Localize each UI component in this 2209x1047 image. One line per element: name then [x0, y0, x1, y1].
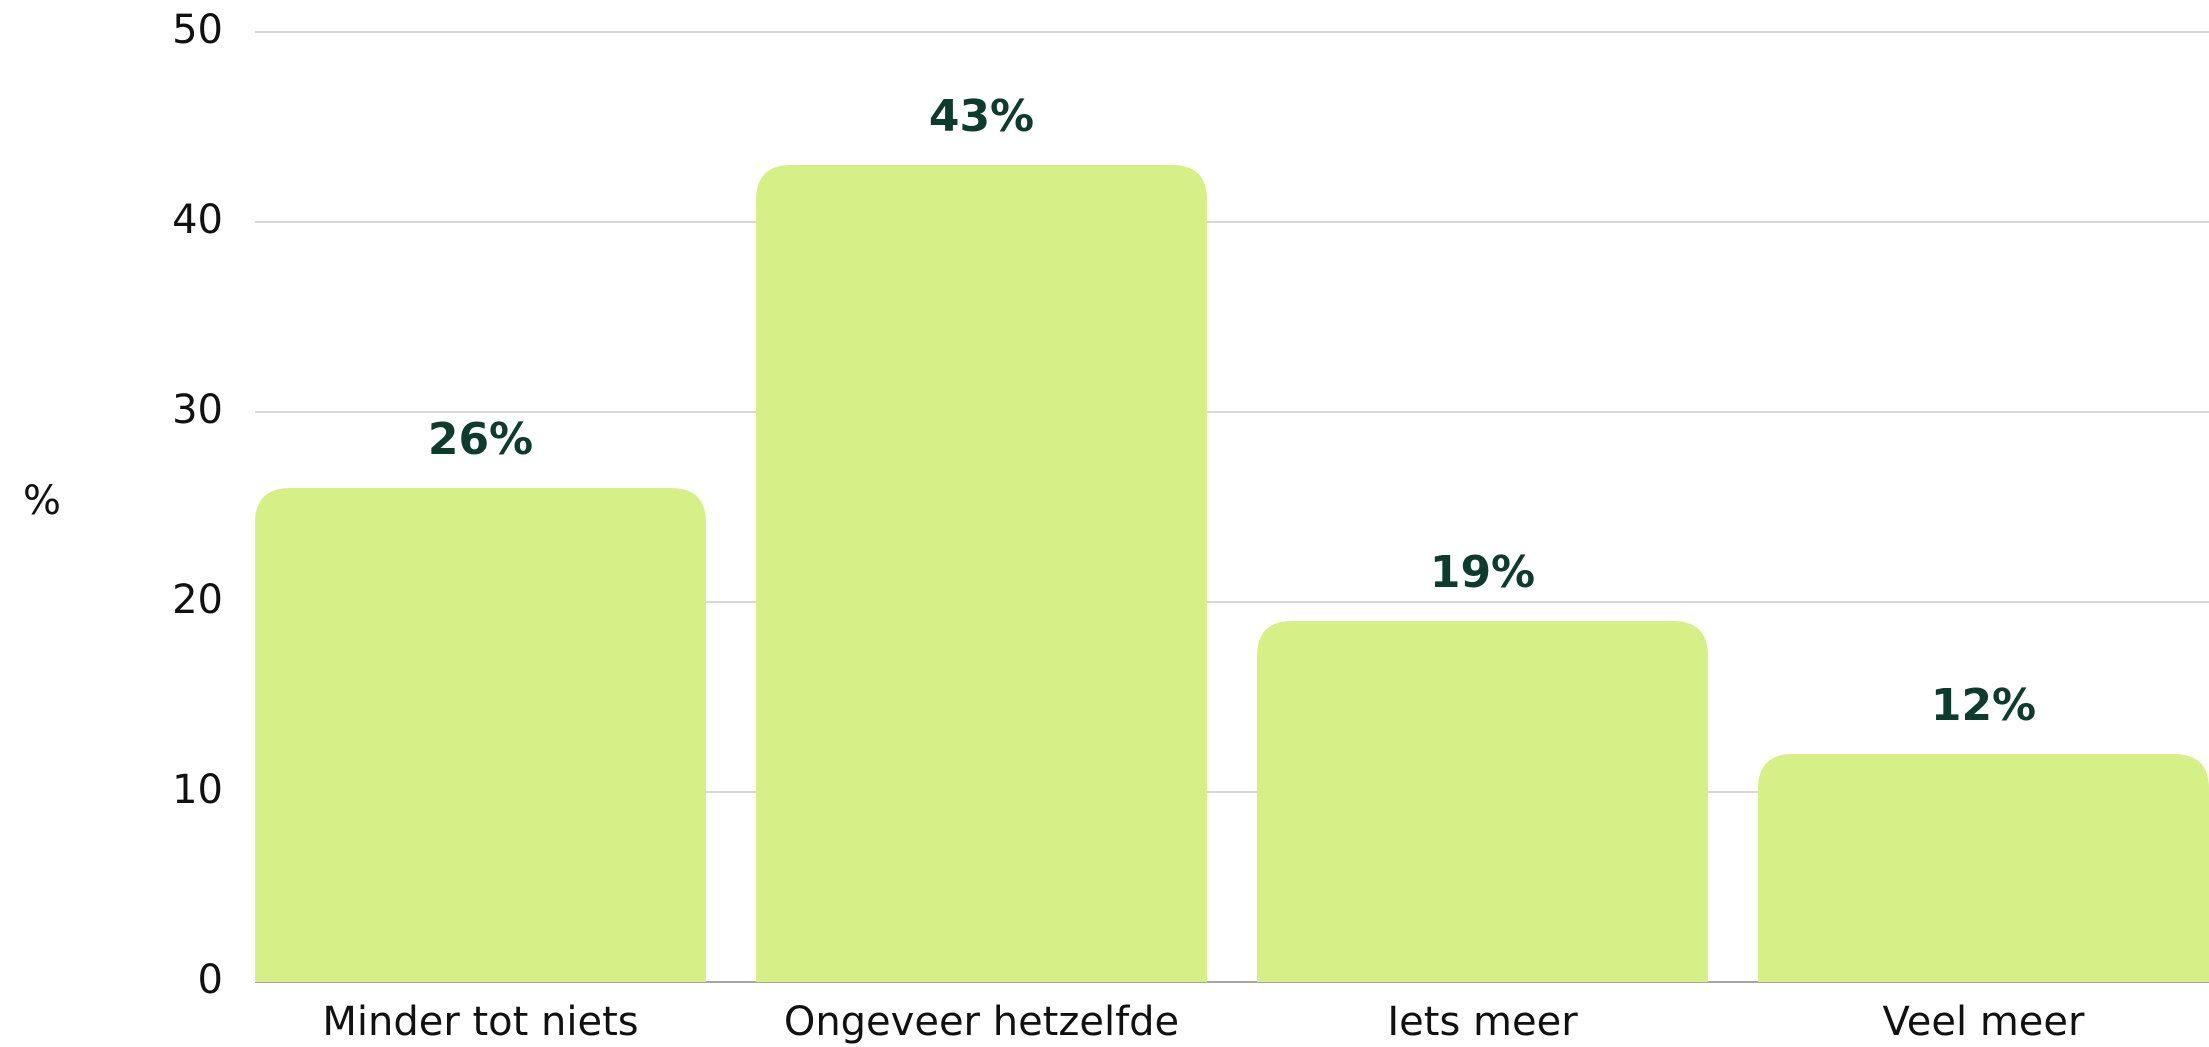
- y-tick-label: 50: [172, 7, 223, 53]
- y-tick-label: 30: [172, 387, 223, 433]
- x-tick-label: Veel meer: [1883, 999, 2085, 1045]
- y-tick-label: 10: [172, 767, 223, 813]
- y-tick-label: 20: [172, 577, 223, 623]
- y-tick-label: 40: [172, 197, 223, 243]
- y-tick-label: 0: [198, 957, 223, 1003]
- y-axis-label: %: [23, 478, 61, 524]
- x-tick-label: Iets meer: [1387, 999, 1578, 1045]
- value-label: 26%: [428, 414, 533, 465]
- x-tick-label: Minder tot niets: [322, 999, 638, 1045]
- value-label: 19%: [1430, 547, 1535, 598]
- x-tick-label: Ongeveer hetzelfde: [784, 999, 1179, 1045]
- bar: [1758, 754, 2209, 982]
- value-label: 12%: [1931, 680, 2036, 731]
- bar: [756, 165, 1207, 982]
- bar: [255, 488, 706, 982]
- bar: [1257, 621, 1708, 982]
- value-label: 43%: [929, 91, 1034, 142]
